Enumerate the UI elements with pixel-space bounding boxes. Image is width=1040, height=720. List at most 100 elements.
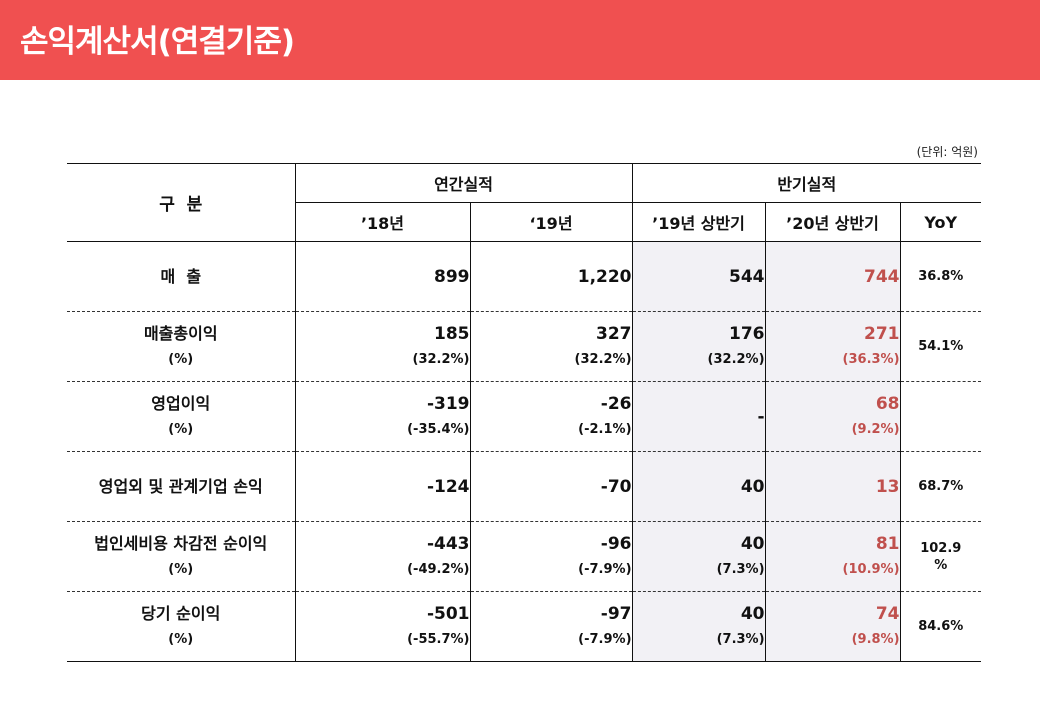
cell-yoy: 36.8% <box>900 241 982 312</box>
column-header-label: 구 분 <box>67 163 296 242</box>
table-row: 영업외 및 관계기업 손익 -124 -70 40 13 68.7% <box>67 451 982 522</box>
value: 40 <box>740 533 765 554</box>
value: 40 <box>740 603 765 624</box>
value: -443 <box>426 533 470 554</box>
cell-h20: 13 <box>765 451 901 522</box>
value: 1,220 <box>577 266 632 287</box>
percent: (32.2%) <box>412 351 470 367</box>
row-label: 영업이익 (%) <box>67 381 296 452</box>
value: 40 <box>740 476 765 497</box>
cell-18: -443 (-49.2%) <box>295 521 471 592</box>
cell-h19: - <box>632 381 766 452</box>
cell-h20: 271 (36.3%) <box>765 311 901 382</box>
cell-18: -319 (-35.4%) <box>295 381 471 452</box>
column-header-yoy: YoY <box>900 202 982 242</box>
value: -96 <box>600 533 632 554</box>
cell-h20: 81 (10.9%) <box>765 521 901 592</box>
page-title: 손익계산서(연결기준) <box>20 24 295 60</box>
row-label-text: 매 출 <box>160 266 202 286</box>
cell-19: 1,220 <box>470 241 633 312</box>
cell-19: 327 (32.2%) <box>470 311 633 382</box>
cell-19: -97 (-7.9%) <box>470 591 633 662</box>
header-row-groups: 구 분 연간실적 반기실적 <box>67 163 982 242</box>
table-row: 매출총이익 (%) 185 (32.2%) 327 (32.2%) 176 (32.2%… <box>67 311 982 382</box>
column-group-half: 반기실적 <box>632 163 982 203</box>
row-sublabel: (%) <box>168 561 194 577</box>
value: -26 <box>600 393 632 414</box>
header-bar: 손익계산서(연결기준) <box>0 0 1040 80</box>
row-label: 법인세비용 차감전 순이익 (%) <box>67 521 296 592</box>
percent: (-2.1%) <box>578 421 632 437</box>
cell-h19: 40 (7.3%) <box>632 521 766 592</box>
column-group-annual: 연간실적 <box>295 163 633 203</box>
cell-yoy: 54.1% <box>900 311 982 382</box>
column-header-h19: ’19년 상반기 <box>632 202 766 242</box>
value: 176 <box>729 323 765 344</box>
header-row-periods: ’18년 ‘19년 ’19년 상반기 ’20년 상반기 YoY <box>67 202 982 242</box>
table-row: 법인세비용 차감전 순이익 (%) -443 (-49.2%) -96 (-7.9%)… <box>67 521 982 592</box>
cell-yoy: 102.9 % <box>900 521 982 592</box>
percent: (-35.4%) <box>407 421 470 437</box>
percent: (32.2%) <box>707 351 765 367</box>
row-label-text: 매출총이익 <box>143 323 218 343</box>
row-label-text: 법인세비용 차감전 순이익 <box>94 533 268 553</box>
value: 327 <box>596 323 632 344</box>
cell-19: -96 (-7.9%) <box>470 521 633 592</box>
percent: (-49.2%) <box>407 561 470 577</box>
cell-h19: 176 (32.2%) <box>632 311 766 382</box>
value: 544 <box>729 266 765 287</box>
table-row: 당기 순이익 (%) -501 (-55.7%) -97 (-7.9%) 40 (7.3… <box>67 591 982 662</box>
value: 81 <box>875 533 900 554</box>
value: -319 <box>426 393 470 414</box>
unit-note: (단위: 억원) <box>916 145 978 159</box>
percent: (-7.9%) <box>578 561 632 577</box>
value: - <box>757 406 765 427</box>
cell-18: 185 (32.2%) <box>295 311 471 382</box>
column-header-h20: ’20년 상반기 <box>765 202 901 242</box>
row-sublabel: (%) <box>168 351 194 367</box>
cell-h20: 74 (9.8%) <box>765 591 901 662</box>
value: 899 <box>434 266 470 287</box>
row-label: 매출총이익 (%) <box>67 311 296 382</box>
cell-h20: 68 (9.2%) <box>765 381 901 452</box>
value: -501 <box>426 603 470 624</box>
column-header-18: ’18년 <box>295 202 471 242</box>
percent: (36.3%) <box>842 351 900 367</box>
cell-18: -124 <box>295 451 471 522</box>
cell-h19: 40 <box>632 451 766 522</box>
percent: (10.9%) <box>842 561 900 577</box>
percent: (9.2%) <box>851 421 900 437</box>
value: 185 <box>434 323 470 344</box>
cell-19: -26 (-2.1%) <box>470 381 633 452</box>
value: 68 <box>875 393 900 414</box>
cell-yoy: 84.6% <box>900 591 982 662</box>
row-label-text: 영업외 및 관계기업 손익 <box>98 476 263 496</box>
row-label: 당기 순이익 (%) <box>67 591 296 662</box>
row-sublabel: (%) <box>168 631 194 647</box>
value: 271 <box>864 323 900 344</box>
cell-h19: 40 (7.3%) <box>632 591 766 662</box>
percent: (9.8%) <box>851 631 900 647</box>
percent: (-55.7%) <box>407 631 470 647</box>
row-label-text: 당기 순이익 <box>141 603 221 623</box>
percent: (-7.9%) <box>578 631 632 647</box>
percent: (7.3%) <box>716 561 765 577</box>
cell-18: 899 <box>295 241 471 312</box>
cell-yoy <box>900 381 982 452</box>
value: -97 <box>600 603 632 624</box>
value: -124 <box>426 476 470 497</box>
value: -70 <box>600 476 632 497</box>
row-label-text: 영업이익 <box>151 393 211 413</box>
income-statement-table: 구 분 연간실적 반기실적 ’18년 ‘19년 ’19년 상반기 ’20년 상반… <box>67 163 982 662</box>
row-label: 영업외 및 관계기업 손익 <box>67 451 296 522</box>
table-row: 매 출 899 1,220 544 744 36.8% <box>67 241 982 312</box>
value: 74 <box>875 603 900 624</box>
row-sublabel: (%) <box>168 421 194 437</box>
value: 13 <box>875 476 900 497</box>
table-row: 영업이익 (%) -319 (-35.4%) -26 (-2.1%) - 68 (9.2… <box>67 381 982 452</box>
cell-18: -501 (-55.7%) <box>295 591 471 662</box>
cell-h20: 744 <box>765 241 901 312</box>
row-label: 매 출 <box>67 241 296 312</box>
percent: (32.2%) <box>574 351 632 367</box>
cell-yoy: 68.7% <box>900 451 982 522</box>
